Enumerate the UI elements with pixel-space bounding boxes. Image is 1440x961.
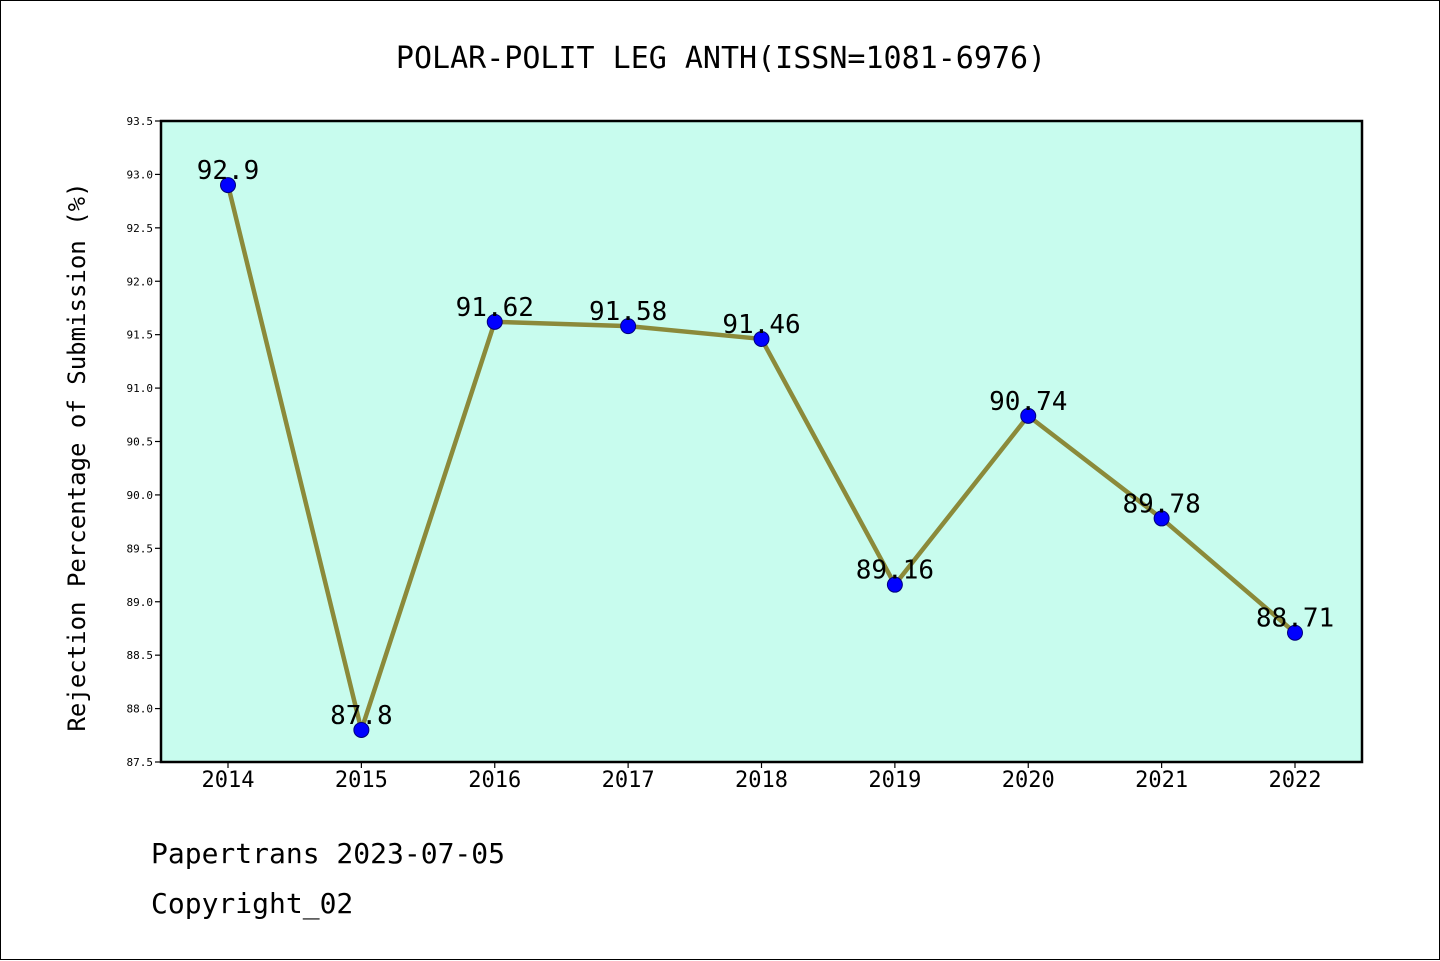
x-tick-label: 2019 [868,768,921,793]
y-tick-label: 89.5 [127,542,154,555]
x-tick-label: 2014 [202,768,255,793]
data-point [1287,624,1303,641]
data-point [220,177,236,194]
plot-area [159,119,1364,764]
y-tick-label: 88.5 [127,649,154,662]
x-tick-label: 2020 [1002,768,1055,793]
y-tick-label: 92.5 [127,222,154,235]
x-tick-label: 2016 [468,768,521,793]
data-label: 87.8 [330,701,393,731]
data-label: 89.78 [1122,489,1200,519]
data-label: 88.71 [1256,604,1334,634]
data-point [353,721,370,738]
y-axis-label: Rejection Percentage of Submission (%) [63,182,91,731]
data-label: 91.46 [722,310,800,340]
data-point [1020,407,1037,424]
y-tick-label: 88.0 [127,703,154,716]
y-tick-label: 93.0 [127,168,154,181]
data-label: 91.58 [589,297,667,327]
y-tick-label: 93.5 [127,115,154,128]
data-point [620,318,637,335]
y-axis: 87.5 88.0 88.5 89.0 89.5 90.0 90.5 91.0 91.5 92.0… [127,115,161,769]
data-point [486,313,503,330]
y-tick-label: 87.5 [127,756,154,769]
x-tick-label: 2015 [335,768,388,793]
x-tick-label: 2021 [1135,768,1188,793]
data-point [1153,510,1170,527]
x-tick-label: 2022 [1269,768,1322,793]
data-points [220,177,1303,738]
y-tick-label: 89.0 [127,596,154,609]
data-labels: 92.9 87.8 91.62 91.58 91.46 89.16 90.74 89.78 88… [197,156,1334,731]
data-label: 90.74 [989,387,1067,417]
y-tick-label: 91.5 [127,329,154,342]
chart-title: POLAR-POLIT LEG ANTH(ISSN=1081-6976) [396,41,1046,76]
y-tick-label: 91.0 [127,382,154,395]
data-point [886,576,903,593]
data-label: 91.62 [456,293,534,323]
footer-copyright: Copyright_02 [151,887,354,920]
data-label: 92.9 [197,156,260,186]
x-tick-label: 2018 [735,768,788,793]
y-tick-label: 90.5 [127,436,154,449]
data-label: 89.16 [856,556,934,586]
data-point [753,330,770,347]
footer-date: Papertrans 2023-07-05 [151,837,506,870]
y-tick-label: 90.0 [127,489,154,502]
x-tick-label: 2017 [602,768,655,793]
y-tick-label: 92.0 [127,275,154,288]
x-axis: 2014 2015 2016 2017 2018 2019 2020 2021 2022 [202,762,1322,793]
